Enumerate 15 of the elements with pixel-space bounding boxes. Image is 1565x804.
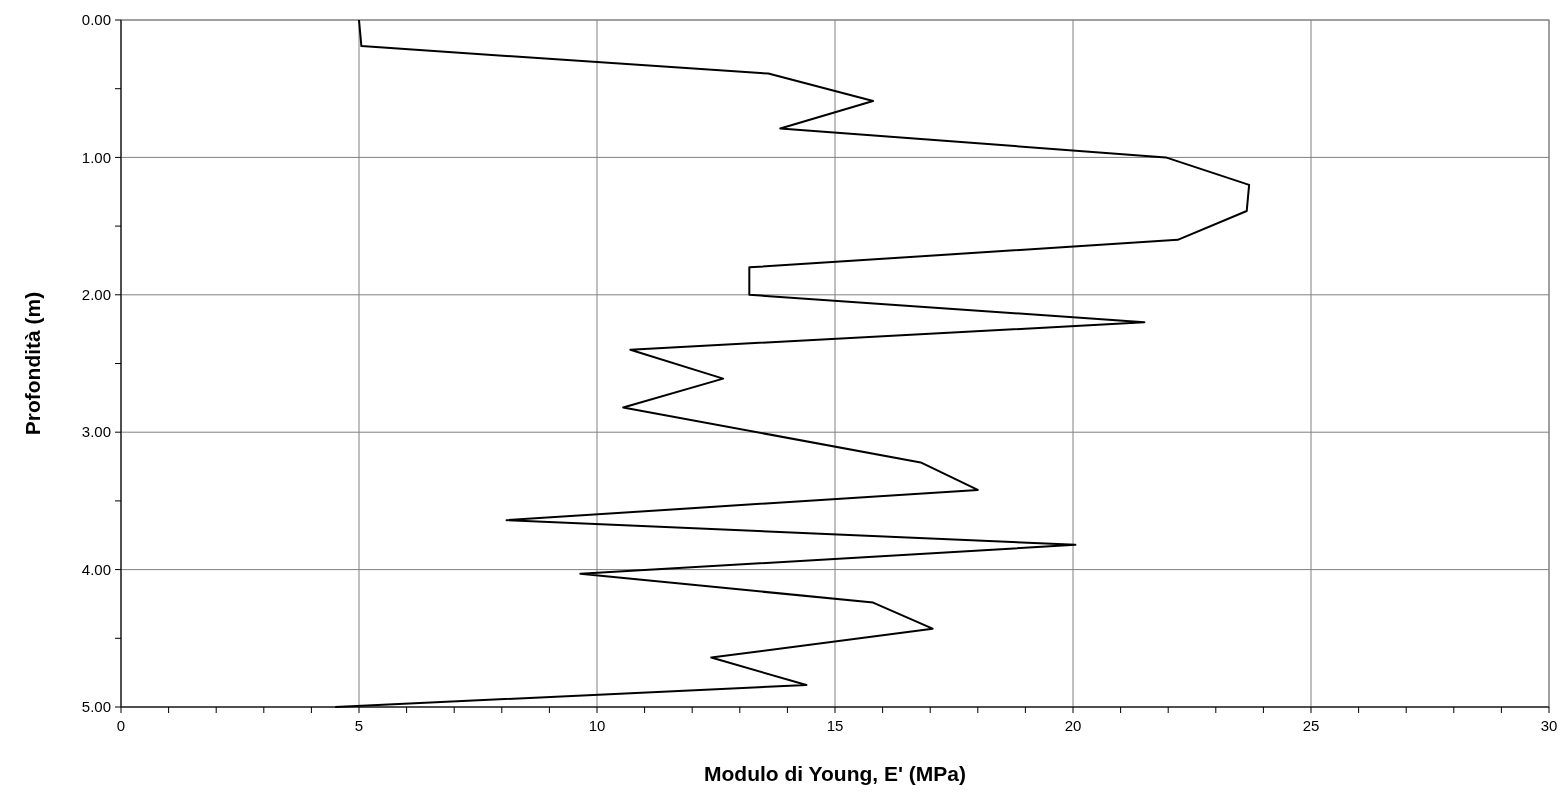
x-axis-title: Modulo di Young, E' (MPa) xyxy=(703,762,967,785)
y-tick-label: 4.00 xyxy=(81,560,111,578)
x-tick-label: 5 xyxy=(354,717,364,734)
y-tick-label: 2.00 xyxy=(81,286,111,304)
x-tick-label: 25 xyxy=(1302,717,1320,734)
y-axis-title: Profondità (m) xyxy=(21,291,44,436)
x-tick-label: 15 xyxy=(826,717,844,734)
y-tick-label: 3.00 xyxy=(81,423,111,441)
x-tick-label: 20 xyxy=(1064,717,1082,734)
y-tick-label: 1.00 xyxy=(81,148,111,166)
x-tick-label: 10 xyxy=(588,717,606,734)
x-tick-label: 0 xyxy=(116,717,126,734)
x-tick-label: 30 xyxy=(1540,717,1558,734)
y-tick-label: 5.00 xyxy=(81,698,111,716)
y-tick-label: 0.00 xyxy=(81,11,111,29)
